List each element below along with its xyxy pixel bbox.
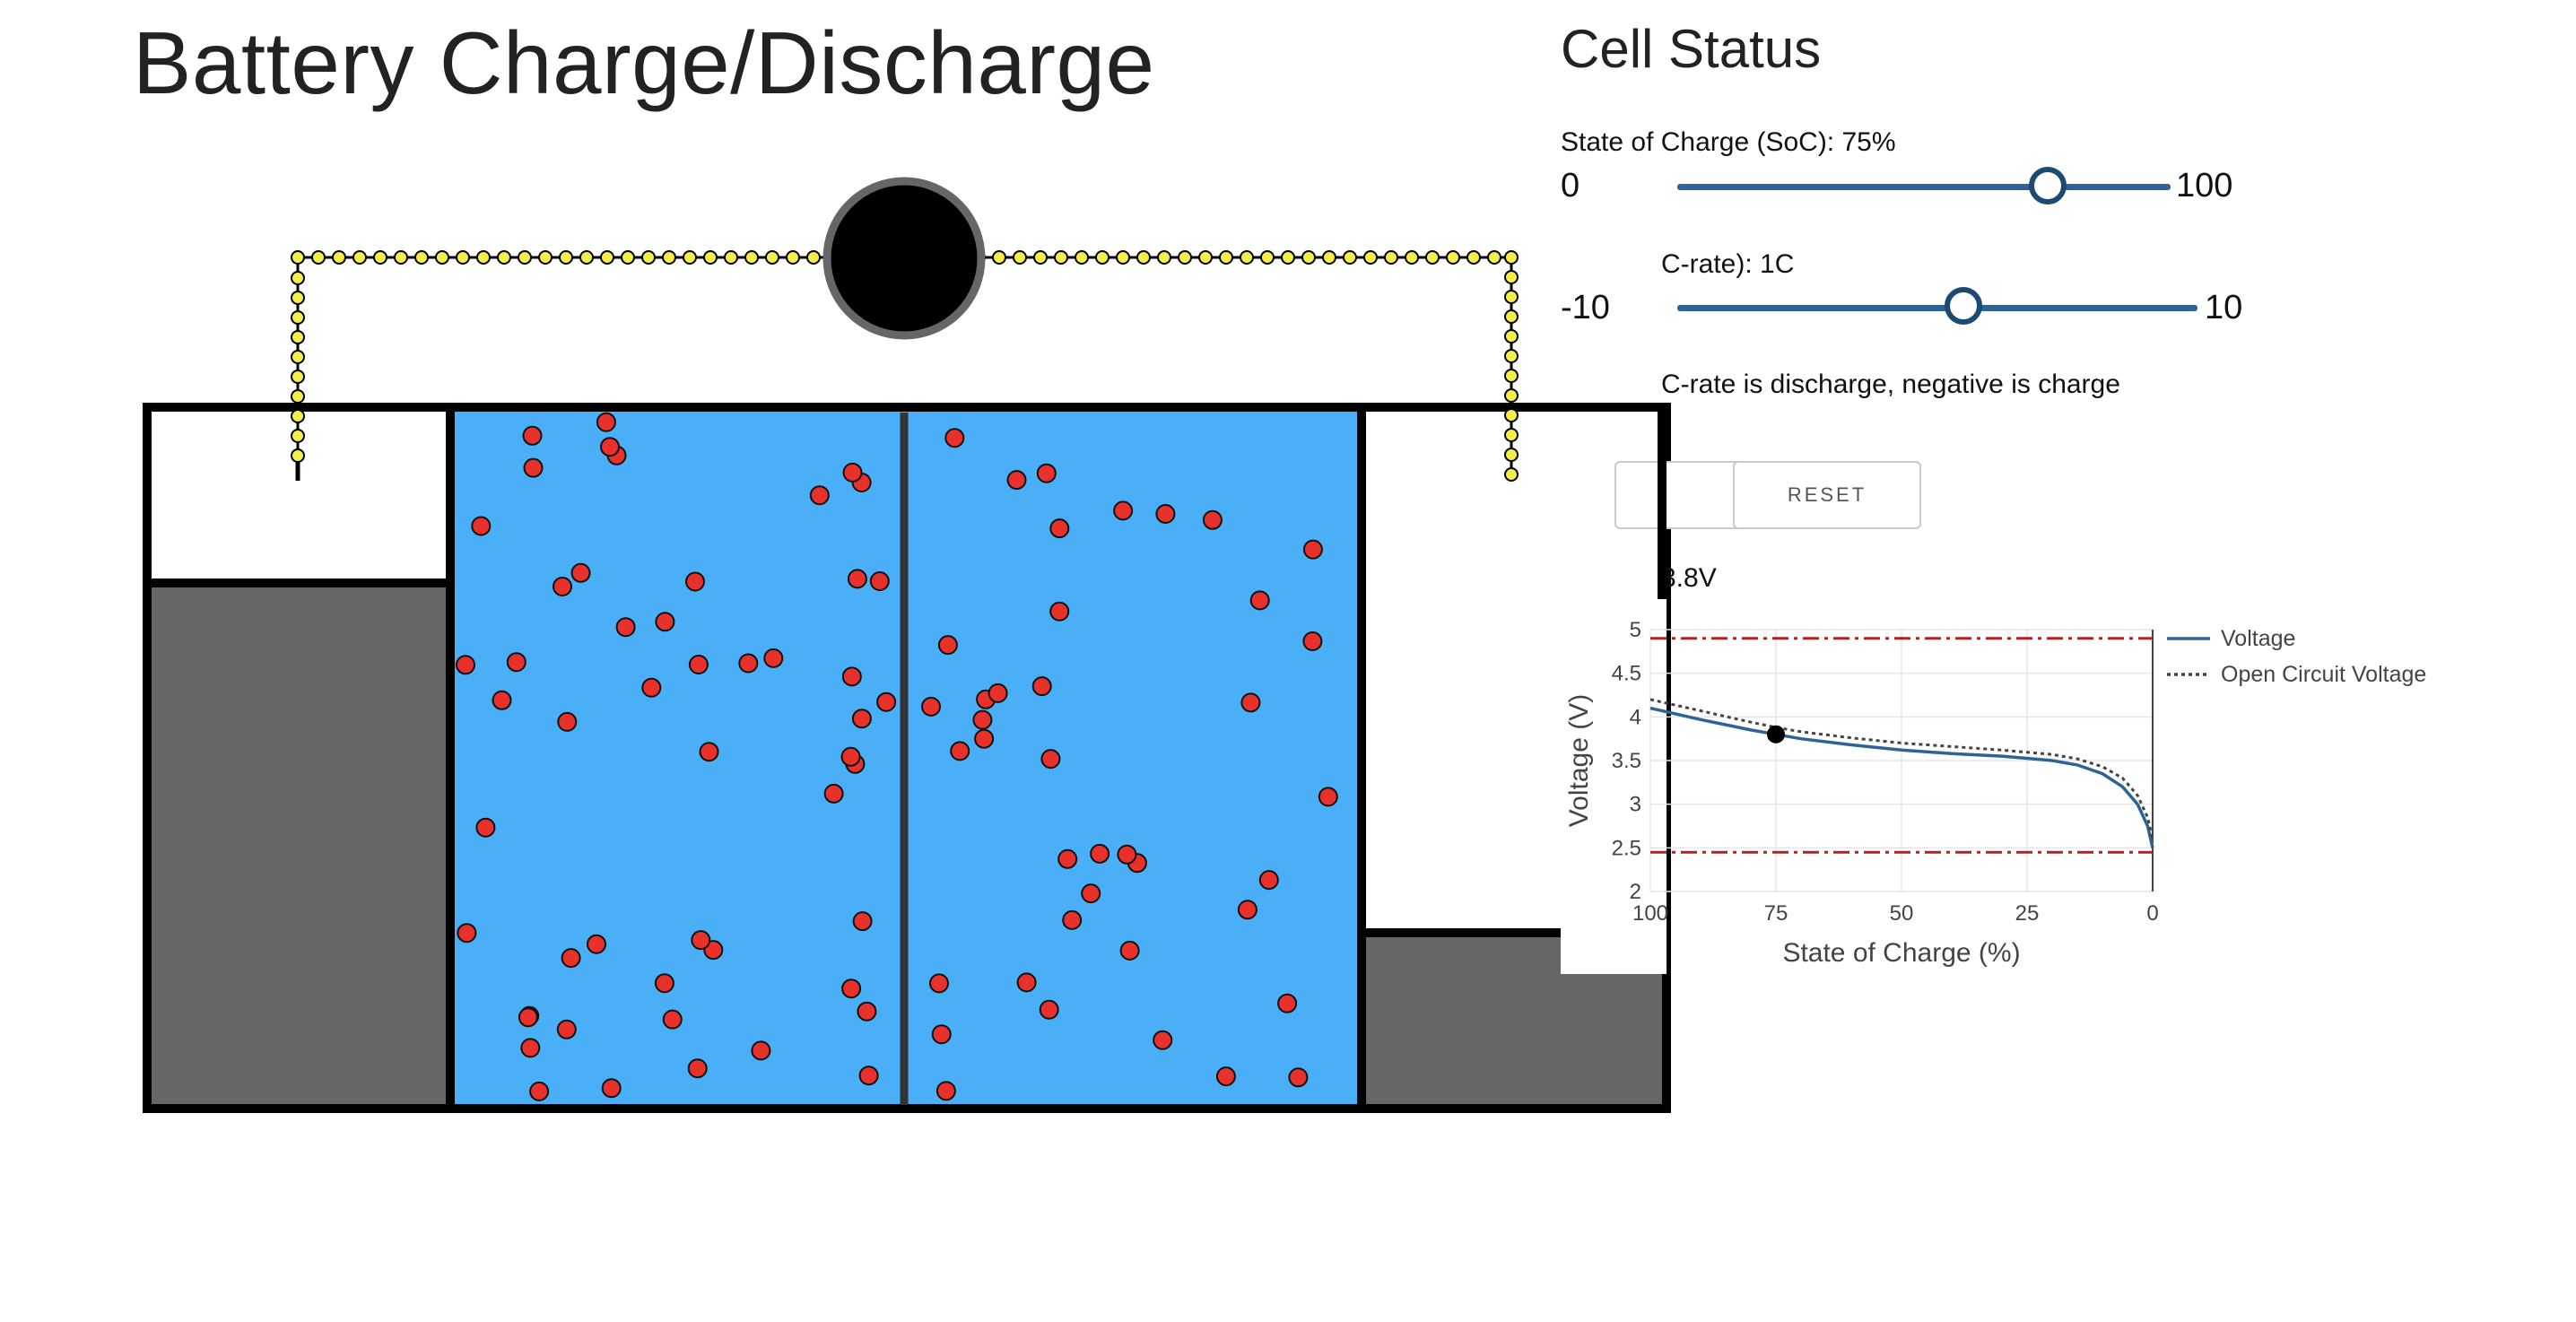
x-tick-label: 50 bbox=[1890, 901, 1914, 926]
legend-label: Voltage bbox=[2221, 626, 2295, 651]
current-state-marker bbox=[1767, 726, 1785, 744]
crate-slider-knob[interactable] bbox=[1945, 287, 1982, 325]
soc-slider-track[interactable] bbox=[1677, 184, 2171, 190]
x-tick-label: 75 bbox=[1764, 901, 1788, 926]
crate-max-label: 10 bbox=[2205, 289, 2242, 327]
crate-note: C-rate is discharge, negative is charge bbox=[1661, 370, 2120, 400]
crate-slider-track[interactable] bbox=[1677, 305, 2197, 311]
x-axis-title: State of Charge (%) bbox=[1782, 938, 2020, 968]
x-tick-label: 25 bbox=[2015, 901, 2040, 926]
reset-button[interactable]: RESET bbox=[1733, 461, 1921, 529]
legend-label: Open Circuit Voltage bbox=[2221, 662, 2426, 687]
x-tick-label: 0 bbox=[2146, 901, 2158, 926]
battery-frame-overlay bbox=[0, 0, 1704, 1166]
soc-max-label: 100 bbox=[2176, 167, 2232, 205]
soc-slider-knob[interactable] bbox=[2029, 167, 2067, 204]
